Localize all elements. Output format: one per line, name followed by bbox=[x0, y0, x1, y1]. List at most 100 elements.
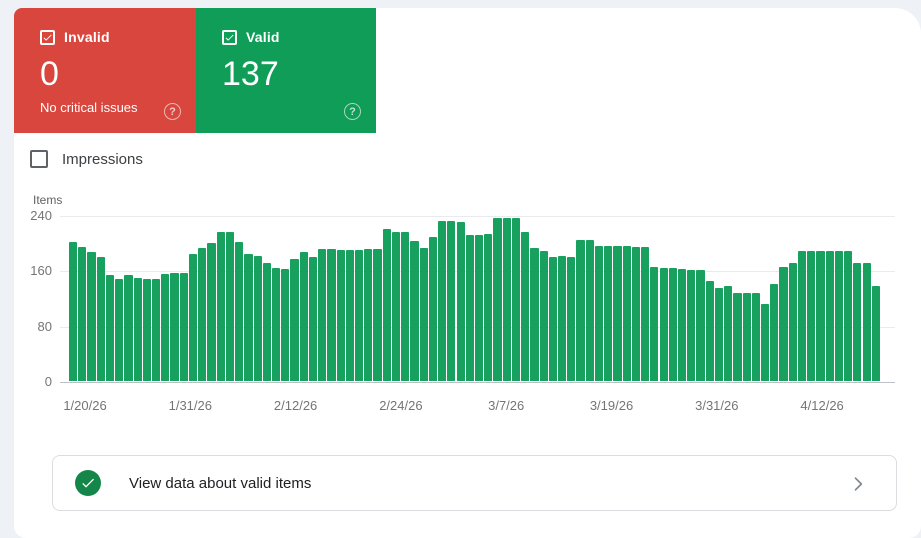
chart-bar[interactable] bbox=[299, 252, 308, 381]
chart-bar[interactable] bbox=[558, 255, 567, 381]
chart-bar[interactable] bbox=[770, 284, 779, 381]
help-icon[interactable]: ? bbox=[344, 103, 361, 120]
chart-bar[interactable] bbox=[152, 278, 161, 381]
chart-bar[interactable] bbox=[382, 228, 391, 381]
invalid-checkbox[interactable] bbox=[40, 29, 55, 45]
chart-bar[interactable] bbox=[271, 267, 281, 381]
chart-bar[interactable] bbox=[613, 246, 622, 381]
chart-bar[interactable] bbox=[281, 268, 290, 381]
chart-bar[interactable] bbox=[142, 278, 151, 381]
impressions-toggle[interactable]: Impressions bbox=[30, 150, 143, 168]
chart-bar[interactable] bbox=[677, 268, 687, 381]
chart-bar[interactable] bbox=[419, 248, 428, 381]
chart-bar[interactable] bbox=[188, 254, 198, 381]
chart-bar[interactable] bbox=[834, 250, 844, 381]
view-valid-items-row[interactable]: View data about valid items bbox=[52, 455, 897, 511]
invalid-card[interactable]: Invalid 0 No critical issues ? bbox=[14, 8, 196, 133]
view-valid-items-label: View data about valid items bbox=[129, 474, 312, 492]
chart-bar[interactable] bbox=[742, 293, 751, 381]
chart-bar[interactable] bbox=[668, 268, 677, 381]
chart-bar[interactable] bbox=[456, 221, 465, 381]
chart-bar[interactable] bbox=[115, 279, 124, 381]
chart-bar[interactable] bbox=[318, 248, 327, 381]
impressions-checkbox[interactable] bbox=[30, 150, 48, 168]
chart-bar[interactable] bbox=[622, 246, 631, 381]
chart-bar[interactable] bbox=[465, 235, 474, 381]
chart-bar[interactable] bbox=[779, 266, 788, 381]
chart-bar[interactable] bbox=[871, 286, 880, 381]
checkmark-icon bbox=[43, 34, 52, 41]
chart-bar[interactable] bbox=[133, 277, 142, 381]
chart-bar[interactable] bbox=[327, 248, 336, 381]
chart-bar[interactable] bbox=[235, 241, 244, 381]
chart-bar[interactable] bbox=[87, 252, 96, 381]
chart-bar[interactable] bbox=[216, 231, 225, 381]
chart-bar[interactable] bbox=[161, 274, 170, 381]
chart-bar[interactable] bbox=[78, 246, 87, 381]
chart-bar[interactable] bbox=[530, 247, 539, 381]
chart-bar[interactable] bbox=[179, 273, 188, 381]
chart-bar[interactable] bbox=[788, 262, 797, 381]
valid-card[interactable]: Valid 137 ? bbox=[196, 8, 376, 133]
chart-bar[interactable] bbox=[705, 280, 714, 381]
chart-bar[interactable] bbox=[474, 235, 484, 381]
chart-bar[interactable] bbox=[391, 231, 401, 381]
help-icon[interactable]: ? bbox=[164, 103, 181, 120]
chart-bar[interactable] bbox=[124, 275, 133, 381]
chart-bar[interactable] bbox=[576, 239, 585, 381]
chart-bar[interactable] bbox=[724, 286, 733, 381]
chart-bar[interactable] bbox=[262, 263, 271, 381]
chart-bar[interactable] bbox=[761, 304, 770, 381]
chart-bar[interactable] bbox=[594, 246, 604, 381]
chart-bar[interactable] bbox=[105, 275, 115, 381]
chart-bar[interactable] bbox=[862, 263, 871, 381]
chart-bar[interactable] bbox=[641, 246, 650, 381]
chart-bar[interactable] bbox=[438, 221, 447, 381]
chart-bar[interactable] bbox=[364, 248, 373, 381]
chart-bar[interactable] bbox=[548, 256, 557, 381]
chart-bar[interactable] bbox=[170, 273, 179, 381]
chart-bar[interactable] bbox=[345, 249, 354, 381]
chart-bar[interactable] bbox=[650, 266, 659, 381]
chart-bar[interactable] bbox=[567, 256, 576, 381]
chart-bar[interactable] bbox=[511, 218, 521, 381]
chart-bar[interactable] bbox=[797, 250, 807, 381]
chart-bar[interactable] bbox=[733, 293, 742, 381]
chart-bar[interactable] bbox=[253, 255, 262, 381]
chart-bar[interactable] bbox=[308, 256, 318, 381]
chart-bar[interactable] bbox=[502, 218, 511, 381]
chart-bar[interactable] bbox=[493, 218, 502, 381]
chart-bar[interactable] bbox=[844, 250, 853, 381]
chart-bar[interactable] bbox=[96, 256, 105, 381]
chart-bar[interactable] bbox=[69, 241, 78, 381]
chart-bar[interactable] bbox=[539, 250, 548, 381]
chart-bar[interactable] bbox=[816, 250, 825, 381]
chart-bar[interactable] bbox=[484, 234, 493, 381]
chart-bar[interactable] bbox=[225, 231, 235, 381]
chart-bar[interactable] bbox=[585, 239, 594, 381]
chart-bar[interactable] bbox=[853, 263, 862, 381]
chart-bar[interactable] bbox=[604, 246, 613, 381]
chart-bar[interactable] bbox=[687, 270, 696, 381]
chart-bar[interactable] bbox=[207, 243, 216, 381]
chart-bar[interactable] bbox=[631, 246, 641, 381]
chart-bar[interactable] bbox=[714, 287, 724, 381]
chart-bar[interactable] bbox=[355, 249, 364, 381]
chart-bar[interactable] bbox=[696, 270, 705, 381]
chart-bar[interactable] bbox=[410, 240, 419, 381]
chart-bar[interactable] bbox=[401, 231, 410, 381]
chart-bar[interactable] bbox=[428, 237, 438, 381]
chart-bar[interactable] bbox=[825, 250, 834, 381]
chart-bar[interactable] bbox=[290, 258, 299, 381]
valid-label: Valid bbox=[246, 29, 280, 45]
chart-bar[interactable] bbox=[244, 254, 253, 381]
chart-bar[interactable] bbox=[373, 248, 382, 381]
chart-bar[interactable] bbox=[659, 267, 668, 381]
chart-bar[interactable] bbox=[447, 221, 456, 381]
chart-bar[interactable] bbox=[521, 231, 530, 381]
chart-bar[interactable] bbox=[751, 293, 760, 381]
chart-bar[interactable] bbox=[336, 249, 345, 381]
chart-bar[interactable] bbox=[198, 248, 207, 381]
valid-checkbox[interactable] bbox=[222, 29, 237, 45]
chart-bar[interactable] bbox=[807, 250, 816, 381]
